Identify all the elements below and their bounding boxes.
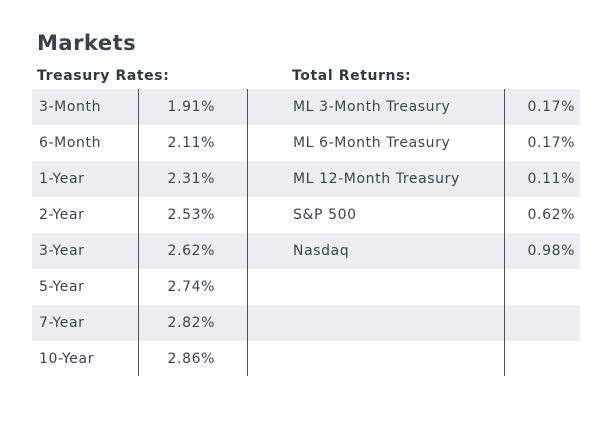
- term-label: 10-Year: [39, 351, 95, 367]
- return-value: 0.17%: [527, 99, 575, 115]
- term-label: 3-Year: [39, 243, 85, 259]
- return-value: 0.98%: [527, 243, 575, 259]
- table-row: 1-Year 2.31%: [32, 161, 247, 197]
- table-row: ML 3-Month Treasury 0.17%: [248, 89, 580, 125]
- term-label: 2-Year: [39, 207, 85, 223]
- rate-value: 2.82%: [167, 315, 215, 331]
- table-row: 2-Year 2.53%: [32, 197, 247, 233]
- table-divider: [247, 89, 248, 376]
- table-row: ML 6-Month Treasury 0.17%: [248, 125, 580, 161]
- rate-value: 1.91%: [167, 99, 215, 115]
- rate-value: 2.62%: [167, 243, 215, 259]
- return-value: 0.11%: [527, 171, 575, 187]
- treasury-rates-heading: Treasury Rates:: [37, 68, 170, 84]
- total-returns-table: ML 3-Month Treasury 0.17% ML 6-Month Tre…: [248, 89, 580, 377]
- table-row: 7-Year 2.82%: [32, 305, 247, 341]
- return-value: 0.62%: [527, 207, 575, 223]
- rate-value: 2.31%: [167, 171, 215, 187]
- table-row: S&P 500 0.62%: [248, 197, 580, 233]
- term-label: 5-Year: [39, 279, 85, 295]
- term-label: 6-Month: [39, 135, 102, 151]
- table-row: [248, 269, 580, 305]
- table-row: [248, 305, 580, 341]
- index-label: Nasdaq: [293, 243, 350, 259]
- table-row: 3-Month 1.91%: [32, 89, 247, 125]
- table-row: 10-Year 2.86%: [32, 341, 247, 377]
- return-value: 0.17%: [527, 135, 575, 151]
- column-divider: [504, 89, 505, 376]
- index-label: ML 3-Month Treasury: [293, 99, 451, 115]
- rate-value: 2.86%: [167, 351, 215, 367]
- index-label: S&P 500: [293, 207, 357, 223]
- index-label: ML 6-Month Treasury: [293, 135, 451, 151]
- table-row: 5-Year 2.74%: [32, 269, 247, 305]
- term-label: 1-Year: [39, 171, 85, 187]
- term-label: 3-Month: [39, 99, 102, 115]
- table-row: [248, 341, 580, 377]
- index-label: ML 12-Month Treasury: [293, 171, 460, 187]
- table-row: 3-Year 2.62%: [32, 233, 247, 269]
- rate-value: 2.53%: [167, 207, 215, 223]
- column-divider: [138, 89, 139, 376]
- total-returns-heading: Total Returns:: [292, 68, 412, 84]
- table-row: Nasdaq 0.98%: [248, 233, 580, 269]
- term-label: 7-Year: [39, 315, 85, 331]
- treasury-rates-table: 3-Month 1.91% 6-Month 2.11% 1-Year 2.31%…: [32, 89, 247, 377]
- markets-title: Markets: [37, 31, 137, 55]
- rate-value: 2.11%: [167, 135, 215, 151]
- rate-value: 2.74%: [167, 279, 215, 295]
- table-row: 6-Month 2.11%: [32, 125, 247, 161]
- table-row: ML 12-Month Treasury 0.11%: [248, 161, 580, 197]
